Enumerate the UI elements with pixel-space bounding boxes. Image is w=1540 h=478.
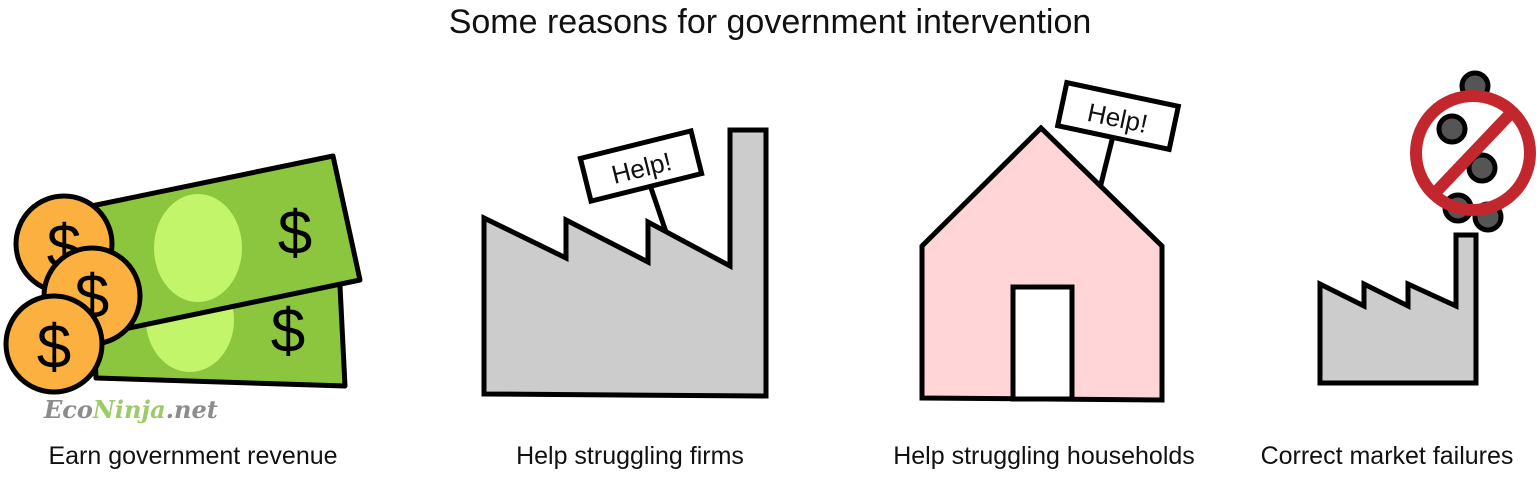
factory-sign-pole <box>647 184 669 233</box>
small-factory-building <box>1317 232 1479 386</box>
caption-households: Help struggling households <box>893 442 1195 470</box>
pollution-illustration <box>1317 70 1536 386</box>
house-body <box>919 124 1165 403</box>
money-illustration: $ $ $ $ $ <box>3 153 363 395</box>
svg-text:$: $ <box>271 297 305 366</box>
factory-help-sign: Help! <box>577 127 705 205</box>
caption-revenue: Earn government revenue <box>48 442 338 470</box>
svg-text:$: $ <box>278 199 312 268</box>
house-sign-pole <box>1097 131 1117 189</box>
diagram-title: Some reasons for government intervention <box>448 3 1092 41</box>
svg-text:$: $ <box>37 313 71 382</box>
house-door <box>1010 284 1075 402</box>
house-help-sign: Help! <box>1054 79 1182 153</box>
econinja-watermark: EcoNinja.net <box>44 395 218 424</box>
caption-firms: Help struggling firms <box>516 442 744 470</box>
coin-3: $ <box>3 293 105 395</box>
factory-building <box>481 127 769 399</box>
caption-market-failures: Correct market failures <box>1260 442 1514 470</box>
house-illustration: Help! <box>919 79 1182 403</box>
prohibition-icon <box>1410 90 1536 216</box>
factory-illustration: Help! <box>481 127 769 399</box>
